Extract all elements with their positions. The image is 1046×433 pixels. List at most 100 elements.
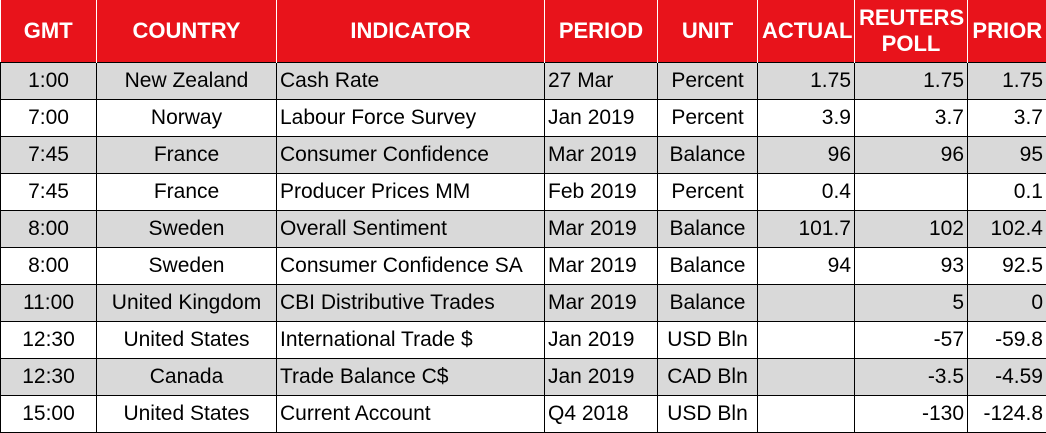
cell-actual: 96 — [758, 136, 855, 173]
cell-gmt: 8:00 — [1, 247, 97, 284]
cell-prior: -124.8 — [968, 395, 1046, 432]
table-header: GMT COUNTRY INDICATOR PERIOD UNIT ACTUAL… — [1, 0, 1046, 62]
header-indicator: INDICATOR — [277, 0, 545, 62]
cell-reuters-poll: 93 — [855, 247, 968, 284]
cell-actual: 1.75 — [758, 62, 855, 99]
cell-unit: Balance — [658, 284, 758, 321]
cell-country: France — [97, 173, 277, 210]
cell-indicator: Labour Force Survey — [277, 99, 545, 136]
cell-unit: USD Bln — [658, 321, 758, 358]
cell-gmt: 8:00 — [1, 210, 97, 247]
cell-indicator: International Trade $ — [277, 321, 545, 358]
cell-unit: Percent — [658, 62, 758, 99]
cell-reuters-poll: 3.7 — [855, 99, 968, 136]
cell-prior: -59.8 — [968, 321, 1046, 358]
cell-actual — [758, 321, 855, 358]
cell-prior: 95 — [968, 136, 1046, 173]
cell-period: Jan 2019 — [545, 321, 658, 358]
cell-indicator: Consumer Confidence — [277, 136, 545, 173]
cell-unit: USD Bln — [658, 395, 758, 432]
cell-reuters-poll: 96 — [855, 136, 968, 173]
cell-gmt: 12:30 — [1, 358, 97, 395]
header-unit: UNIT — [658, 0, 758, 62]
cell-country: United Kingdom — [97, 284, 277, 321]
cell-unit: Balance — [658, 136, 758, 173]
cell-actual — [758, 284, 855, 321]
cell-gmt: 15:00 — [1, 395, 97, 432]
cell-period: 27 Mar — [545, 62, 658, 99]
cell-indicator: Producer Prices MM — [277, 173, 545, 210]
cell-actual: 3.9 — [758, 99, 855, 136]
cell-country: United States — [97, 321, 277, 358]
cell-actual — [758, 395, 855, 432]
cell-prior: 102.4 — [968, 210, 1046, 247]
cell-gmt: 7:45 — [1, 173, 97, 210]
cell-gmt: 7:00 — [1, 99, 97, 136]
cell-unit: Balance — [658, 247, 758, 284]
cell-period: Jan 2019 — [545, 358, 658, 395]
cell-indicator: Overall Sentiment — [277, 210, 545, 247]
cell-reuters-poll: 102 — [855, 210, 968, 247]
cell-prior: 92.5 — [968, 247, 1046, 284]
cell-actual — [758, 358, 855, 395]
cell-gmt: 12:30 — [1, 321, 97, 358]
cell-period: Q4 2018 — [545, 395, 658, 432]
header-reuters-poll: REUTERS POLL — [855, 0, 968, 62]
cell-prior: 0.1 — [968, 173, 1046, 210]
cell-period: Jan 2019 — [545, 99, 658, 136]
cell-prior: 3.7 — [968, 99, 1046, 136]
cell-reuters-poll: 1.75 — [855, 62, 968, 99]
cell-country: Norway — [97, 99, 277, 136]
cell-prior: 0 — [968, 284, 1046, 321]
cell-gmt: 11:00 — [1, 284, 97, 321]
cell-reuters-poll: 5 — [855, 284, 968, 321]
cell-reuters-poll: -130 — [855, 395, 968, 432]
cell-country: New Zealand — [97, 62, 277, 99]
cell-actual: 94 — [758, 247, 855, 284]
cell-country: Canada — [97, 358, 277, 395]
header-actual: ACTUAL — [758, 0, 855, 62]
cell-unit: Percent — [658, 99, 758, 136]
cell-period: Mar 2019 — [545, 284, 658, 321]
header-gmt: GMT — [1, 0, 97, 62]
cell-indicator: Consumer Confidence SA — [277, 247, 545, 284]
cell-unit: Percent — [658, 173, 758, 210]
cell-reuters-poll: -57 — [855, 321, 968, 358]
cell-gmt: 1:00 — [1, 62, 97, 99]
cell-country: France — [97, 136, 277, 173]
header-period: PERIOD — [545, 0, 658, 62]
cell-period: Mar 2019 — [545, 247, 658, 284]
cell-reuters-poll: -3.5 — [855, 358, 968, 395]
cell-gmt: 7:45 — [1, 136, 97, 173]
cell-actual: 0.4 — [758, 173, 855, 210]
cell-actual: 101.7 — [758, 210, 855, 247]
cell-country: Sweden — [97, 247, 277, 284]
cell-country: United States — [97, 395, 277, 432]
cell-indicator: Trade Balance C$ — [277, 358, 545, 395]
cell-indicator: Cash Rate — [277, 62, 545, 99]
cell-indicator: CBI Distributive Trades — [277, 284, 545, 321]
cell-period: Mar 2019 — [545, 210, 658, 247]
cell-period: Mar 2019 — [545, 136, 658, 173]
header-country: COUNTRY — [97, 0, 277, 62]
cell-unit: Balance — [658, 210, 758, 247]
header-row: GMT COUNTRY INDICATOR PERIOD UNIT ACTUAL… — [1, 0, 1046, 62]
cell-period: Feb 2019 — [545, 173, 658, 210]
header-prior: PRIOR — [968, 0, 1046, 62]
cell-country: Sweden — [97, 210, 277, 247]
cell-prior: -4.59 — [968, 358, 1046, 395]
cell-unit: CAD Bln — [658, 358, 758, 395]
cell-indicator: Current Account — [277, 395, 545, 432]
cell-reuters-poll — [855, 173, 968, 210]
cell-prior: 1.75 — [968, 62, 1046, 99]
